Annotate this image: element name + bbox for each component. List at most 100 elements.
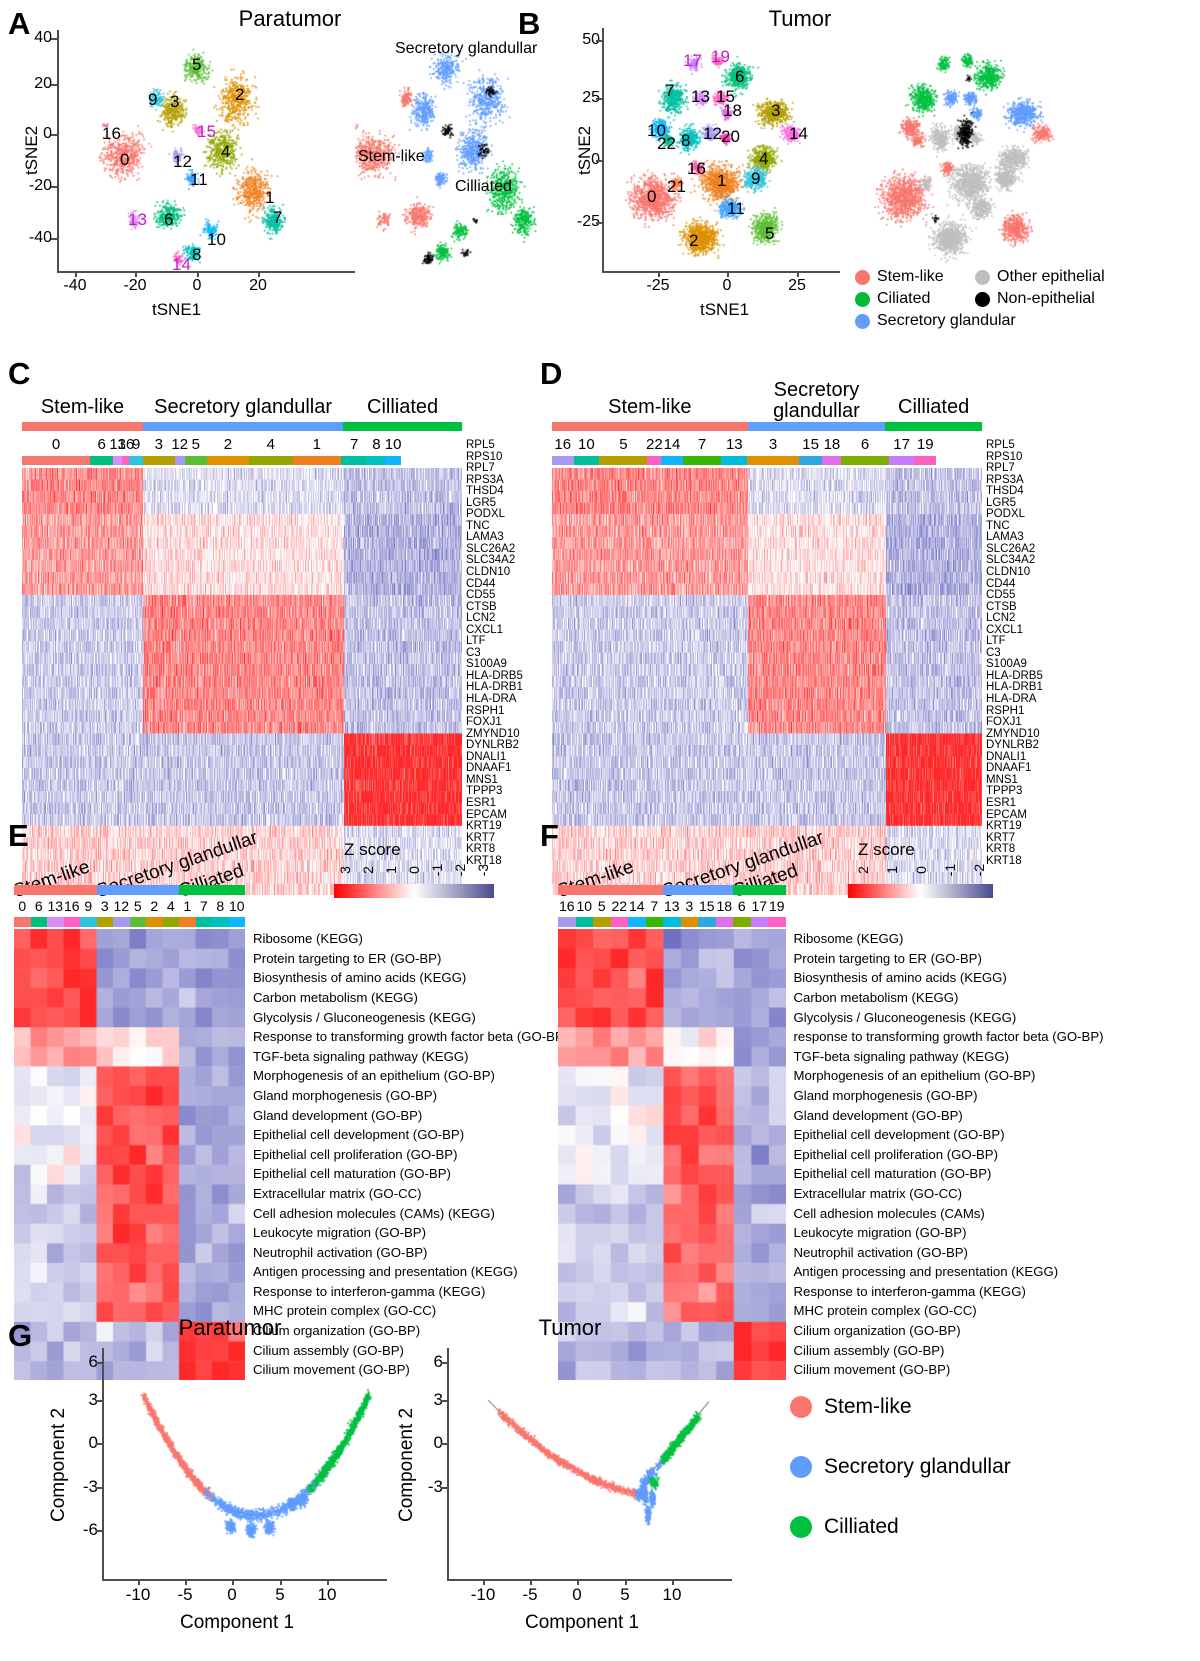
zscore-tick: 0 xyxy=(406,866,422,874)
zscore-tick: 2 xyxy=(360,866,377,874)
axis-tick: 0 xyxy=(556,151,600,169)
group-name: Cilliated xyxy=(898,396,970,418)
cluster-number-19: 19 xyxy=(768,898,785,914)
axis-tick: -10 xyxy=(125,1585,151,1604)
cluster-color-bar-18 xyxy=(822,456,842,465)
group-color-bar xyxy=(143,422,344,431)
cluster-number-0: 0 xyxy=(51,436,61,453)
gene-label: DYNLRB2 xyxy=(466,739,520,752)
gene-label: KRT7 xyxy=(466,831,496,844)
cluster-number-16: 16 xyxy=(63,898,80,914)
cluster-label-5: 5 xyxy=(765,224,775,243)
cluster-number-14: 14 xyxy=(628,898,645,914)
cluster-color-bar-2 xyxy=(206,456,250,465)
panel-b-xlabel: tSNE1 xyxy=(700,300,750,319)
gene-label: RPL5 xyxy=(466,439,495,451)
cluster-color-bar-12 xyxy=(174,456,185,465)
axis-tick: 50 xyxy=(582,31,600,48)
cluster-label-8: 8 xyxy=(681,131,691,150)
cluster-number-5: 5 xyxy=(191,436,200,453)
zscore-tick: 3 xyxy=(337,866,354,874)
cluster-color-bar-7 xyxy=(682,456,722,465)
zscore-tick: -1 xyxy=(941,863,958,877)
tsne-paratumor-celltypes xyxy=(355,30,575,280)
gene-label: CD44 xyxy=(986,577,1016,590)
cluster-number-7: 7 xyxy=(650,898,659,914)
gene-label: RSPH1 xyxy=(466,704,505,717)
cluster-color-bar-3 xyxy=(680,917,698,927)
pathway-term: Epithelial cell maturation (GO-BP) xyxy=(793,1166,992,1182)
gene-label: HLA-DRB1 xyxy=(986,681,1043,694)
cluster-color-bar-0 xyxy=(14,917,31,927)
legend-item-secretory-glandular: Secretory glandular xyxy=(855,312,1016,330)
cluster-label-6: 6 xyxy=(164,210,174,229)
pathway-term: Epithelial cell maturation (GO-BP) xyxy=(253,1166,451,1182)
zscore-tick: -2 xyxy=(451,863,468,877)
cluster-number-1: 1 xyxy=(183,898,192,914)
axis-tick: 0 xyxy=(192,277,202,294)
cluster-number-8: 8 xyxy=(372,436,381,453)
panel-letter-b: B xyxy=(518,6,541,41)
gene-label: ZMYND10 xyxy=(986,727,1040,740)
pseudotime-tumor xyxy=(450,1348,735,1578)
axis-tick: 5 xyxy=(620,1585,630,1604)
pathway-term: Cell adhesion molecules (CAMs) (KEGG) xyxy=(253,1205,495,1221)
pathway-term: Gland development (GO-BP) xyxy=(253,1107,423,1123)
group-name-rotated: Stem-like xyxy=(554,856,637,903)
cluster-color-bar-1 xyxy=(292,456,341,465)
gene-label: KRT18 xyxy=(986,854,1022,867)
gene-label: RPL5 xyxy=(986,439,1015,451)
pathway-term: Ribosome (KEGG) xyxy=(793,931,904,947)
gene-label: CXCL1 xyxy=(466,623,504,636)
cluster-label-4: 4 xyxy=(221,142,231,161)
cluster-number-6: 6 xyxy=(737,898,746,914)
pathway-term: Cilium assembly (GO-BP) xyxy=(793,1342,945,1358)
panel-a-title: Paratumor xyxy=(238,6,342,31)
pathway-term: Response to interferon-gamma (KEGG) xyxy=(793,1283,1026,1299)
cluster-color-bar-5 xyxy=(593,917,611,927)
axis-tick: 20 xyxy=(34,75,52,92)
pathway-term: Antigen processing and presentation (KEG… xyxy=(793,1264,1059,1280)
cluster-number-3: 3 xyxy=(768,436,778,453)
cluster-color-bar-19 xyxy=(914,456,936,465)
axis-tick: 0 xyxy=(572,1585,582,1604)
gene-label: HLA-DRA xyxy=(986,693,1037,706)
cluster-color-bar-5 xyxy=(599,456,648,465)
panel-c-gene-labels: RPL5 RPS10 RPL7 RPS3A THSD4 LGR5 PODXL TNC LAMA3… xyxy=(466,439,523,867)
gene-label: FOXJ1 xyxy=(986,716,1022,729)
cluster-number-22: 22 xyxy=(611,898,628,914)
cluster-number-3: 3 xyxy=(154,436,163,453)
gene-label: CLDN10 xyxy=(986,566,1031,579)
legend-label: Other epithelial xyxy=(997,268,1105,285)
cluster-color-bar-16 xyxy=(558,917,576,927)
group-name: Secretory glandullar xyxy=(773,379,860,422)
gene-label: RSPH1 xyxy=(986,704,1025,717)
panel-letter-a: A xyxy=(8,6,31,41)
gene-label: THSD4 xyxy=(466,485,504,498)
panel-letter-f: F xyxy=(540,818,559,853)
zscore-colorbar xyxy=(334,884,494,898)
cluster-number-13: 13 xyxy=(47,898,64,914)
pathway-term: Cilium organization (GO-BP) xyxy=(253,1323,421,1339)
cluster-color-bar-18 xyxy=(715,917,733,927)
group-color-bar xyxy=(179,885,245,895)
gene-label: TPPP3 xyxy=(466,785,503,798)
gene-label: RPS10 xyxy=(466,450,503,463)
axis-tick: 3 xyxy=(433,1390,443,1409)
cluster-label-15: 15 xyxy=(716,87,735,106)
cluster-number-13: 13 xyxy=(663,898,680,914)
cluster-label-10: 10 xyxy=(207,230,226,249)
pathway-term: Gland morphogenesis (GO-BP) xyxy=(253,1087,437,1103)
cluster-label-13: 13 xyxy=(128,210,147,229)
cluster-color-bar-13 xyxy=(663,917,681,927)
gene-label: HLA-DRB5 xyxy=(986,669,1043,682)
cluster-number-10: 10 xyxy=(578,436,595,453)
cluster-number-9: 9 xyxy=(84,898,93,914)
cluster-label-7: 7 xyxy=(273,208,283,227)
zscore-tick: -1 xyxy=(428,863,445,877)
cluster-color-bar-13 xyxy=(113,456,123,465)
cluster-number-5: 5 xyxy=(619,436,628,453)
cluster-number-2: 2 xyxy=(150,898,159,914)
legend-label: Stem-like xyxy=(824,1395,912,1418)
group-name-rotated: Stem-like xyxy=(10,856,93,903)
